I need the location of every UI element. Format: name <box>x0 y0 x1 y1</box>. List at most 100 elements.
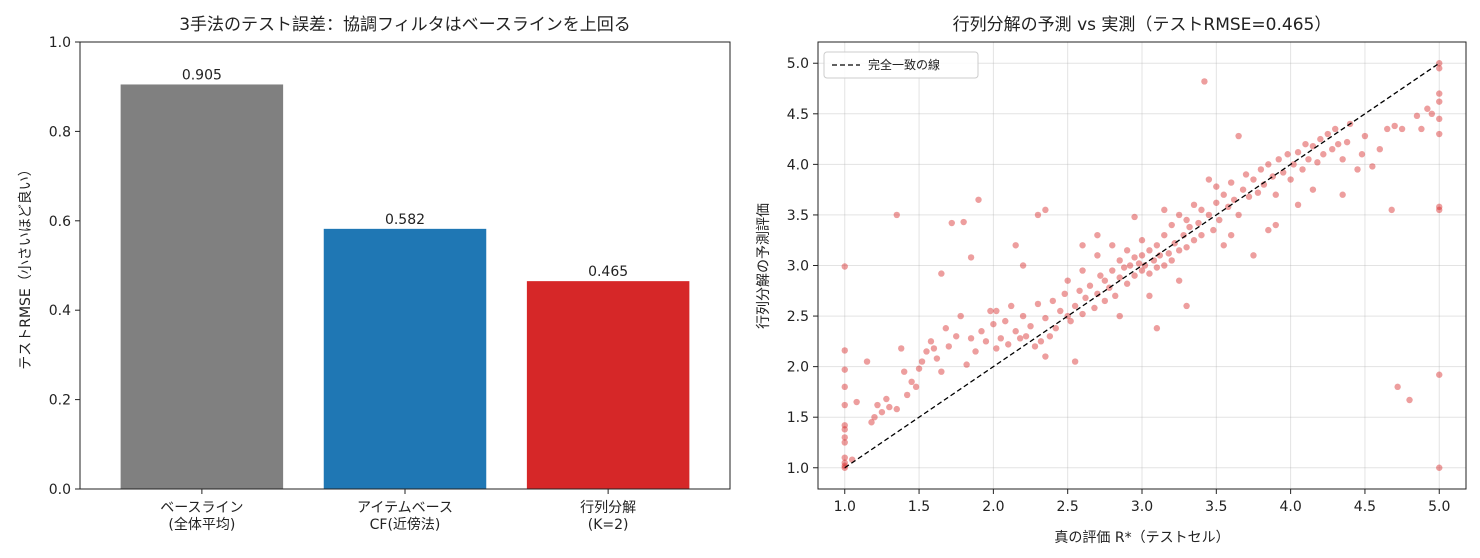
scatter-point-21 <box>886 403 893 411</box>
scatter-point-195 <box>1436 90 1443 97</box>
scatter-point-193 <box>1436 115 1443 123</box>
scatter-point-40 <box>953 333 960 340</box>
scatter-point-70 <box>1042 206 1049 214</box>
scatter-y-tick-label-3: 2.5 <box>787 309 809 325</box>
bar-y-tick-label-4: 0.8 <box>49 124 71 140</box>
scatter-point-57 <box>1008 302 1015 310</box>
scatter-point-214 <box>1220 242 1227 249</box>
scatter-point-72 <box>1049 297 1057 305</box>
scatter-point-6 <box>841 426 848 433</box>
scatter-point-137 <box>1220 191 1227 198</box>
scatter-point-60 <box>1016 335 1024 342</box>
scatter-point-161 <box>1305 156 1312 163</box>
scatter-point-170 <box>1339 156 1346 163</box>
scatter-point-135 <box>1213 183 1220 190</box>
scatter-point-123 <box>1183 244 1190 251</box>
scatter-point-64 <box>1027 322 1034 330</box>
scatter-point-83 <box>1082 294 1089 302</box>
bar-x-tick-label-2-0: 行列分解 <box>580 500 636 516</box>
scatter-point-33 <box>930 345 938 352</box>
scatter-point-48 <box>978 328 985 335</box>
scatter-point-65 <box>1031 343 1039 350</box>
scatter-point-79 <box>1071 302 1079 310</box>
scatter-point-139 <box>1227 179 1235 186</box>
scatter-point-74 <box>1057 307 1064 315</box>
scatter-point-9 <box>841 383 848 391</box>
scatter-point-19 <box>878 408 886 416</box>
scatter-point-198 <box>1153 325 1161 332</box>
scatter-point-100 <box>1126 262 1134 269</box>
scatter-point-212 <box>1146 292 1153 300</box>
scatter-point-209 <box>1161 206 1168 214</box>
scatter-point-32 <box>927 338 935 345</box>
scatter-point-69 <box>1042 314 1049 322</box>
scatter-point-148 <box>1257 166 1265 173</box>
scatter-y-tick-label-2: 2.0 <box>787 360 809 376</box>
bar-x-tick-label-1-1: CF(近傍法) <box>370 516 441 533</box>
scatter-point-38 <box>945 343 952 350</box>
scatter-point-12 <box>841 263 848 270</box>
scatter-x-tick-label-5: 3.5 <box>1205 499 1227 515</box>
scatter-point-104 <box>1138 267 1146 274</box>
scatter-point-191 <box>1436 203 1443 211</box>
scatter-point-163 <box>1314 159 1321 166</box>
scatter-point-196 <box>1436 65 1443 72</box>
scatter-point-206 <box>1042 353 1049 360</box>
scatter-point-55 <box>1002 317 1009 325</box>
scatter-point-46 <box>972 348 979 355</box>
scatter-point-18 <box>874 401 881 409</box>
scatter-point-203 <box>1272 221 1279 229</box>
bar-x-tick-label-0-0: ベースライン <box>160 500 243 516</box>
scatter-point-97 <box>1120 264 1128 271</box>
scatter-point-7 <box>841 422 848 429</box>
bar-0 <box>120 84 284 489</box>
bar-x-tick-label-2-1: (K=2) <box>588 517 629 533</box>
bar-chart-title: 3手法のテスト誤差：協調フィルタはベースラインを上回る <box>179 15 631 35</box>
legend-entry-label: 完全一致の線 <box>868 57 940 72</box>
scatter-point-30 <box>918 358 926 365</box>
scatter-point-190 <box>1436 206 1443 214</box>
scatter-point-42 <box>960 218 967 226</box>
scatter-point-67 <box>1034 211 1042 219</box>
bar-y-tick-label-3: 0.6 <box>49 214 71 230</box>
scatter-point-129 <box>1198 231 1205 239</box>
scatter-point-160 <box>1302 140 1309 148</box>
scatter-point-178 <box>1384 125 1391 133</box>
scatter-point-111 <box>1153 264 1161 271</box>
scatter-chart-frame <box>817 41 1467 490</box>
scatter-point-159 <box>1299 166 1306 173</box>
scatter-y-tick-label-6: 4.0 <box>787 157 809 173</box>
scatter-y-tick-label-5: 3.5 <box>787 208 809 224</box>
scatter-chart-panel: 行列分解の予測 vs 実測（テストRMSE=0.465） 真の評価 R*（テスト… <box>756 15 1467 546</box>
bar-y-tick-label-0: 0.0 <box>49 482 71 498</box>
scatter-point-85 <box>1091 304 1098 312</box>
scatter-point-108 <box>1146 270 1153 277</box>
scatter-legend: 完全一致の線 <box>823 51 979 79</box>
scatter-point-177 <box>1376 145 1383 153</box>
scatter-point-62 <box>1019 262 1027 269</box>
bar-value-label-1: 0.582 <box>385 212 425 228</box>
scatter-point-120 <box>1175 247 1183 254</box>
scatter-x-tick-label-1: 1.5 <box>908 499 930 515</box>
scatter-point-3 <box>841 454 848 461</box>
scatter-point-216 <box>1294 201 1302 209</box>
scatter-point-109 <box>1146 247 1153 254</box>
scatter-point-205 <box>1309 186 1317 193</box>
scatter-point-94 <box>1112 292 1119 300</box>
scatter-point-184 <box>1413 112 1421 120</box>
scatter-point-179 <box>1388 206 1395 214</box>
scatter-point-95 <box>1116 274 1123 281</box>
scatter-chart-ylabel: 行列分解の予測評価 <box>756 203 772 329</box>
scatter-point-141 <box>1235 211 1242 219</box>
scatter-point-52 <box>993 345 1000 352</box>
scatter-point-73 <box>1052 325 1059 332</box>
scatter-point-131 <box>1201 78 1208 85</box>
bar-y-tick-label-2: 0.4 <box>49 303 71 319</box>
scatter-point-10 <box>841 366 848 373</box>
scatter-y-tick-label-4: 3.0 <box>787 259 809 275</box>
scatter-point-44 <box>967 335 975 342</box>
scatter-point-43 <box>963 361 970 368</box>
scatter-point-146 <box>1250 176 1257 183</box>
